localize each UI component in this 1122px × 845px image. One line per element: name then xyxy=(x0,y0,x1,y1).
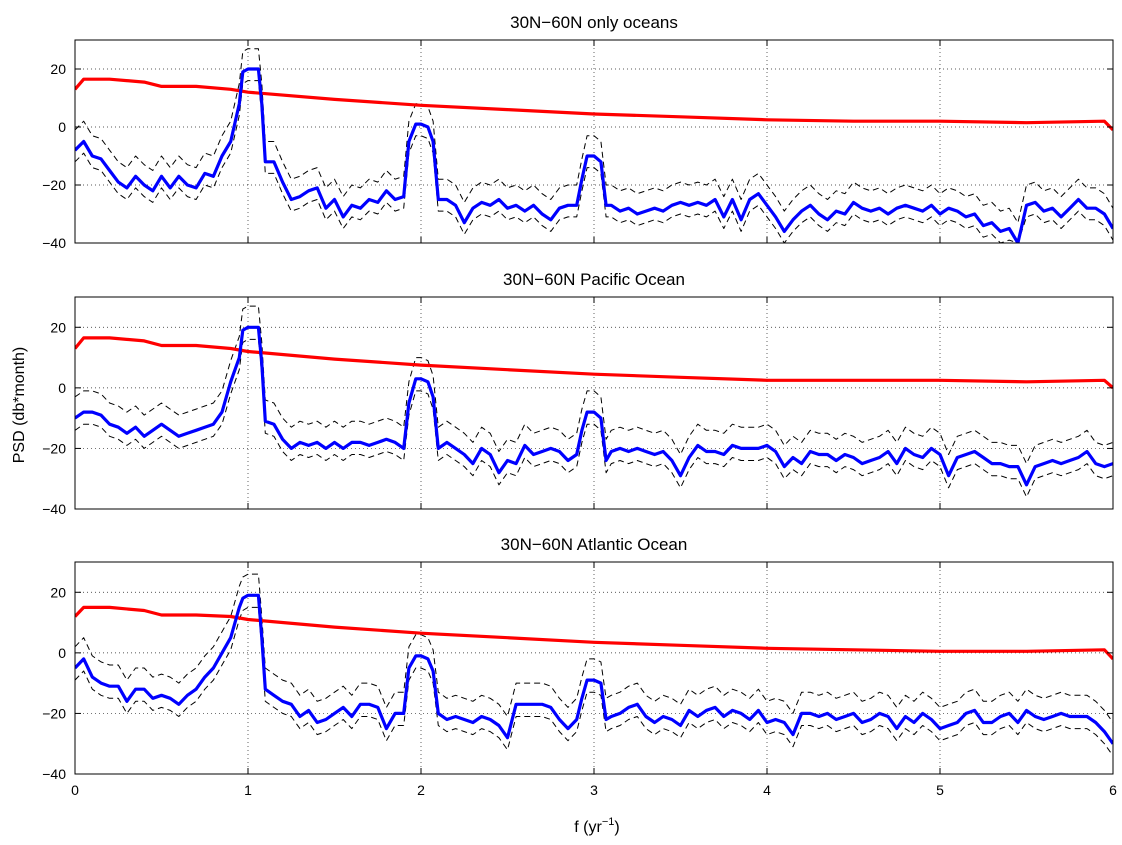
panel-title: 30N−60N only oceans xyxy=(510,13,678,32)
series-upper-bound-line xyxy=(75,48,1113,224)
series-lower-bound-line xyxy=(75,80,1113,243)
y-tick-label: 0 xyxy=(58,380,66,396)
panel-title: 30N−60N Pacific Ocean xyxy=(503,270,685,289)
y-tick-label: −40 xyxy=(42,766,66,782)
x-tick-label: 2 xyxy=(417,782,425,798)
x-tick-label: 5 xyxy=(936,782,944,798)
x-tick-label: 0 xyxy=(71,782,79,798)
y-tick-label: −20 xyxy=(42,440,66,456)
series-reference-line xyxy=(75,336,1113,390)
panel-title: 30N−60N Atlantic Ocean xyxy=(501,535,688,554)
y-tick-label: 0 xyxy=(58,119,66,135)
x-tick-label: 3 xyxy=(590,782,598,798)
panel-1: −40 −20 0 20 30N−60N only oceans xyxy=(42,13,1114,251)
x-axis-label-exponent: −1 xyxy=(602,816,615,828)
y-tick-label: −40 xyxy=(42,501,66,517)
y-tick-label: −20 xyxy=(42,177,66,193)
series-upper-bound-line xyxy=(75,305,1113,465)
x-tick-label: 6 xyxy=(1109,782,1117,798)
y-axis-label: PSD (db*month) xyxy=(11,347,28,464)
series-psd-line xyxy=(75,593,1113,745)
y-tick-label: 20 xyxy=(50,584,66,600)
x-tick-label: 1 xyxy=(244,782,252,798)
panel-2: −40 −20 0 20 30N−60N Pacific Ocean xyxy=(42,270,1114,517)
series-psd-line xyxy=(75,67,1113,243)
series-lower-bound-line xyxy=(75,606,1113,757)
x-axis-label: f (yr−1) xyxy=(574,816,619,836)
x-tick-label: 4 xyxy=(763,782,771,798)
y-tick-label: 20 xyxy=(50,319,66,335)
series-psd-line xyxy=(75,325,1113,487)
y-tick-label: 20 xyxy=(50,61,66,77)
y-tick-label: −20 xyxy=(42,705,66,721)
series-lower-bound-line xyxy=(75,338,1113,498)
y-tick-label: 0 xyxy=(58,645,66,661)
series-reference-line xyxy=(75,605,1113,660)
y-tick-label: −40 xyxy=(42,235,66,251)
series-upper-bound-line xyxy=(75,573,1113,723)
series-reference-line xyxy=(75,77,1113,132)
panel-3: −40 −20 0 20 0 1 2 3 4 5 6 30N−60N Atlantic Ocean xyxy=(42,535,1117,798)
